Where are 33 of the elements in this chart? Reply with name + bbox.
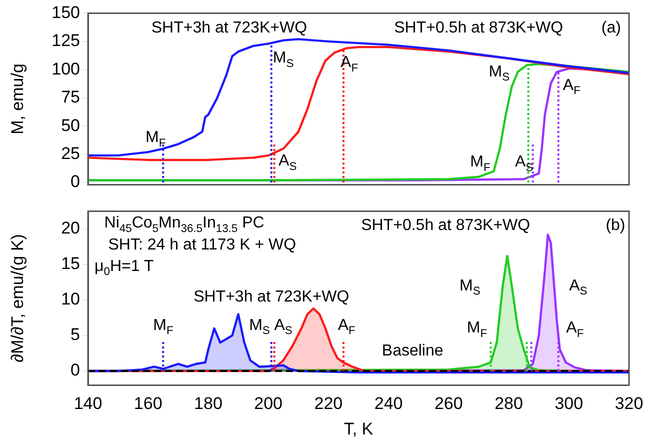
annotation: SHT: 24 h at 1173 K + WQ xyxy=(108,236,296,254)
y-axis-title: ∂M/∂T, emu/(g K) xyxy=(8,234,27,362)
y-axis-title: M, emu/g xyxy=(8,64,27,134)
y-tick-label: 100 xyxy=(52,59,80,78)
x-tick-label: 160 xyxy=(134,394,162,414)
annotation: SHT+0.5h at 873K+WQ xyxy=(361,216,530,234)
x-tick-label: 280 xyxy=(494,394,523,414)
x-tick-label: 320 xyxy=(614,394,644,414)
x-axis-title: T, K xyxy=(344,419,374,438)
annotation: (a) xyxy=(601,19,621,36)
x-tick-label: 140 xyxy=(74,394,102,414)
y-tick-label: 50 xyxy=(61,116,80,135)
y-tick-label: 0 xyxy=(70,172,80,192)
x-tick-label: 180 xyxy=(194,394,222,414)
y-tick-label: 150 xyxy=(52,2,80,22)
y-tick-label: 5 xyxy=(70,325,80,344)
y-tick-label: 125 xyxy=(52,31,80,50)
y-tick-label: 75 xyxy=(61,88,80,107)
annotation: SHT+3h at 723K+WQ xyxy=(151,19,308,36)
y-tick-label: 20 xyxy=(61,218,80,238)
x-tick-label: 300 xyxy=(554,394,584,414)
y-tick-label: 25 xyxy=(61,144,80,164)
y-tick-label: 10 xyxy=(61,290,80,309)
x-tick-label: 240 xyxy=(374,394,403,414)
annotation: SHT+0.5h at 873K+WQ xyxy=(394,19,564,36)
annotation: (b) xyxy=(606,216,626,234)
annotation: SHT+3h at 723K+WQ xyxy=(194,288,350,306)
x-tick-label: 260 xyxy=(434,394,463,414)
x-tick-label: 220 xyxy=(314,394,343,414)
x-tick-label: 200 xyxy=(254,394,283,414)
y-tick-label: 15 xyxy=(61,254,80,274)
annotation: Baseline xyxy=(382,342,444,360)
y-tick-label: 0 xyxy=(70,360,80,380)
